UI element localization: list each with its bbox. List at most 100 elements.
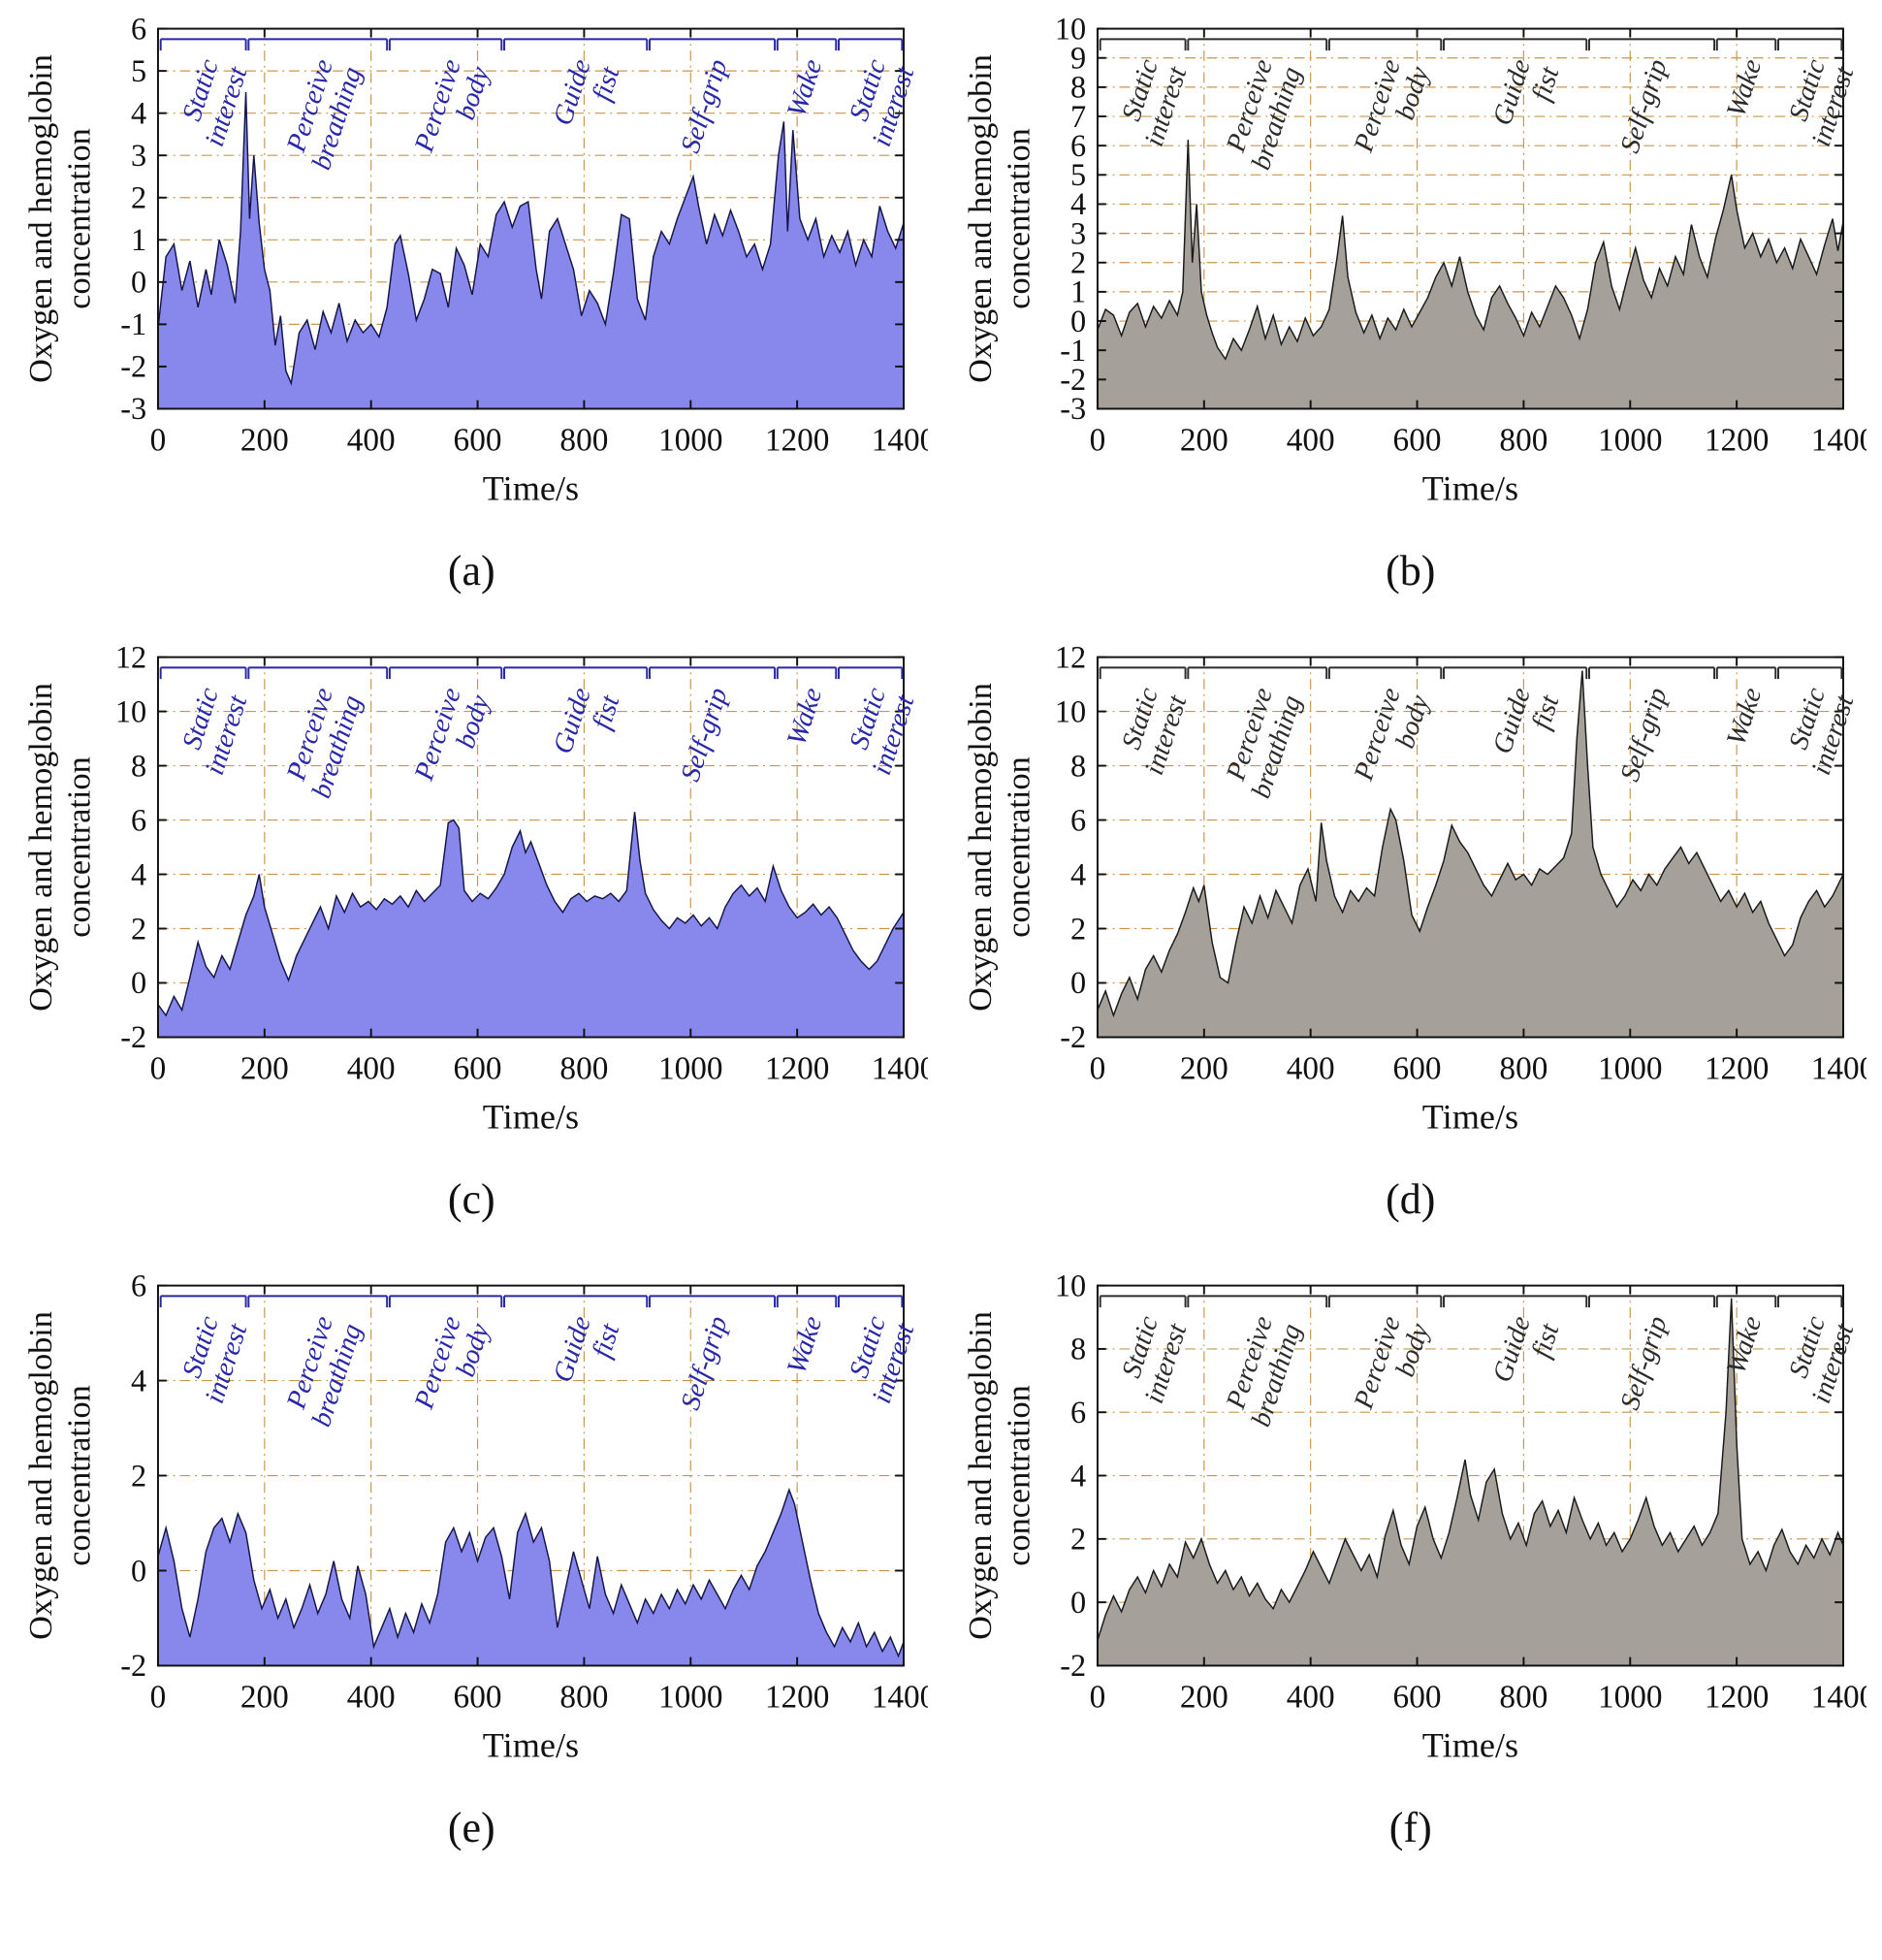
y-tick-label: 2 <box>131 180 146 215</box>
chart-caption-d: (d) <box>1386 1175 1436 1224</box>
y-tick-label: 2 <box>1070 245 1086 280</box>
chart-panel-d: -20246810120200400600800100012001400Time… <box>955 638 1866 1257</box>
phase-label: Wake <box>782 1313 828 1378</box>
plot-frame <box>1096 656 1844 1039</box>
y-tick-label: 2 <box>1070 911 1086 946</box>
y-tick-label: -2 <box>1060 1019 1086 1054</box>
y-tick-label: -2 <box>120 1019 146 1054</box>
phase-label: Self-grip <box>676 684 734 785</box>
y-tick-label: 10 <box>1054 11 1085 46</box>
y-axis-title: concentration <box>1000 1385 1037 1565</box>
y-tick-label: 5 <box>1070 157 1086 192</box>
x-tick-label: 1200 <box>1704 1051 1769 1087</box>
y-tick-label: -2 <box>1060 1648 1086 1683</box>
x-axis-title: Time/s <box>1421 1726 1517 1765</box>
phase-label: Self-grip <box>1614 1313 1673 1414</box>
y-tick-label: 4 <box>131 1363 146 1398</box>
x-tick-label: 400 <box>347 1680 396 1716</box>
y-axis-title: Oxygen and hemoglobin <box>962 683 999 1012</box>
series-area-d <box>1096 670 1844 1039</box>
x-tick-label: 800 <box>559 1680 608 1716</box>
x-tick-label: 200 <box>240 1680 289 1716</box>
y-tick-label: 0 <box>1070 304 1086 338</box>
series-area-a <box>157 91 905 410</box>
y-tick-label: 0 <box>131 1553 146 1588</box>
y-axis-title: Oxygen and hemoglobin <box>962 1311 999 1640</box>
x-tick-label: 0 <box>150 423 167 459</box>
x-tick-label: 600 <box>454 1680 502 1716</box>
y-tick-label: 4 <box>131 95 146 130</box>
x-tick-label: 0 <box>150 1051 167 1087</box>
x-tick-label: 800 <box>1499 1051 1547 1087</box>
chart-caption-a: (a) <box>447 547 495 595</box>
y-tick-label: 5 <box>131 53 146 88</box>
y-tick-label: 8 <box>1070 1332 1086 1366</box>
y-axis-title: Oxygen and hemoglobin <box>22 1311 59 1640</box>
chart-svg-d: -20246810120200400600800100012001400Time… <box>962 639 1866 1136</box>
y-axis-title: concentration <box>1000 756 1037 937</box>
chart-c: -20246810120200400600800100012001400Time… <box>16 638 928 1151</box>
x-tick-label: 400 <box>347 1051 396 1087</box>
chart-a: -3 -2 -1 0 1 2 3 4 5 6 0 200 400 600 800 1000 1200 1400 Ti… <box>16 10 927 523</box>
y-axis-title: concentration <box>60 756 97 937</box>
x-tick-label: 600 <box>1392 1051 1441 1087</box>
y-axis-title: concentration <box>60 1385 97 1565</box>
x-tick-label: 1400 <box>1810 1680 1866 1716</box>
series-area-c <box>157 812 905 1039</box>
y-tick-label: 10 <box>115 693 146 728</box>
chart-caption-f: (f) <box>1388 1804 1432 1852</box>
y-tick-label: 0 <box>1070 1585 1086 1620</box>
y-tick-label: -1 <box>1060 333 1086 368</box>
x-tick-label: 0 <box>1089 1680 1105 1716</box>
x-tick-label: 0 <box>150 1680 167 1716</box>
x-tick-label: 1200 <box>1704 1680 1769 1716</box>
x-tick-label: 400 <box>1286 1051 1334 1087</box>
x-tick-label: 600 <box>1392 423 1441 459</box>
y-tick-label: 6 <box>1070 128 1086 163</box>
y-axis-title: Oxygen and hemoglobin <box>22 683 59 1012</box>
x-tick-label: 1400 <box>872 1051 928 1087</box>
phase-label: Wake <box>782 684 828 749</box>
y-axis-title: Oxygen and hemoglobin <box>962 54 999 383</box>
y-tick-label: 7 <box>1070 99 1086 134</box>
x-tick-label: 200 <box>240 1051 289 1087</box>
y-tick-label: -2 <box>120 349 146 384</box>
y-tick-label: 1 <box>1070 274 1086 309</box>
chart-panel-b: -3 -2 -1 0 1 2 3 4 5 6 7 8 9 10 0 200 400 600 800 1000 1200 1… <box>955 10 1866 628</box>
y-tick-label: 4 <box>1070 186 1086 221</box>
x-tick-label: 200 <box>1179 1051 1228 1087</box>
chart-caption-c: (c) <box>447 1175 495 1224</box>
x-tick-label: 800 <box>559 423 608 459</box>
y-tick-label: 0 <box>1070 965 1086 1000</box>
phase-label: Wake <box>1721 55 1768 120</box>
y-tick-label: 3 <box>1070 215 1086 250</box>
x-tick-label: 1400 <box>872 1680 928 1716</box>
x-tick-label: 400 <box>1286 423 1334 459</box>
plot-frame <box>156 656 905 1039</box>
x-tick-label: 1200 <box>765 1680 830 1716</box>
chart-panel-e: -202460200400600800100012001400Time/sOxy… <box>16 1267 928 1885</box>
x-axis-title: Time/s <box>1421 469 1517 508</box>
x-tick-label: 800 <box>1499 1680 1547 1716</box>
y-tick-label: 2 <box>131 1458 146 1493</box>
chart-svg-a: -3 -2 -1 0 1 2 3 4 5 6 0 200 400 600 800 1000 1200 1400 Ti… <box>22 11 927 507</box>
y-tick-label: 4 <box>1070 1458 1086 1493</box>
y-axis-title: concentration <box>1000 128 1037 308</box>
y-tick-label: 0 <box>131 965 146 1000</box>
x-axis-title: Time/s <box>483 1726 579 1765</box>
y-tick-label: 10 <box>1054 693 1085 728</box>
x-tick-label: 1000 <box>1597 1680 1662 1716</box>
x-tick-label: 0 <box>1089 423 1105 459</box>
chart-svg-f: -202468100200400600800100012001400Time/s… <box>962 1268 1866 1765</box>
phase-label: Wake <box>1721 1313 1768 1378</box>
x-tick-label: 1400 <box>1810 1051 1866 1087</box>
phase-label: Self-grip <box>676 1313 734 1414</box>
chart-f: -202468100200400600800100012001400Time/s… <box>955 1267 1866 1780</box>
phase-label: Self-grip <box>1614 55 1673 156</box>
y-axis-title: concentration <box>60 128 97 308</box>
y-tick-label: 0 <box>131 265 146 300</box>
x-tick-label: 200 <box>240 423 289 459</box>
y-tick-label: 8 <box>1070 70 1086 105</box>
x-tick-label: 0 <box>1089 1051 1105 1087</box>
series-area-f <box>1096 1298 1844 1667</box>
